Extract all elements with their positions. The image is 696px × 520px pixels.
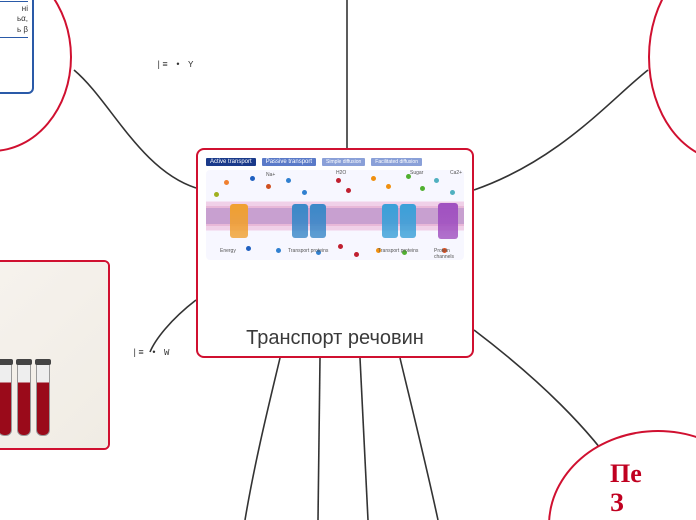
textcard-line3: ь β [0, 25, 28, 35]
transport-header: Simple diffusion [322, 158, 365, 166]
test-tube [17, 364, 31, 436]
node-top-left-textcard[interactable]: β α о α ні ьα, ь β [0, 0, 34, 94]
edge [318, 358, 320, 520]
edge [245, 358, 280, 520]
textcard-line1: ні [0, 4, 28, 14]
membrane-protein [438, 203, 458, 239]
particle [276, 248, 281, 253]
membrane-label: Sugar [410, 170, 423, 176]
node-blood-tubes[interactable]: ові [0, 260, 110, 450]
transport-headers: Active transport Passive transport Simple … [206, 158, 464, 166]
connector-icons[interactable]: |≡ • Y [156, 60, 194, 70]
particle [214, 192, 219, 197]
particle [302, 190, 307, 195]
red-text-line2: З [610, 489, 696, 518]
particle [338, 244, 343, 249]
membrane-protein [400, 204, 416, 238]
membrane-protein [230, 204, 248, 238]
central-node[interactable]: Active transport Passive transport Simple … [196, 148, 474, 358]
edge [360, 358, 368, 520]
transport-header: Facilitated diffusion [371, 158, 422, 166]
particle [246, 246, 251, 251]
edge [150, 300, 196, 352]
particle [286, 178, 291, 183]
mindmap-canvas[interactable]: β α о α ні ьα, ь β ові Пе З [0, 0, 696, 520]
particle [450, 190, 455, 195]
red-text-content: Пе З [600, 450, 696, 517]
membrane-protein [292, 204, 308, 238]
central-title: Транспорт речовин [246, 327, 424, 350]
edge [474, 70, 648, 190]
particle [266, 184, 271, 189]
particle [420, 186, 425, 191]
connector-icons[interactable]: |≡ • W [132, 348, 170, 358]
textcard-content: β α о α ні ьα, ь β [0, 0, 32, 42]
membrane-protein [310, 204, 326, 238]
particle [224, 180, 229, 185]
transport-header: Passive transport [262, 158, 316, 166]
membrane-diagram: Active transport Passive transport Simple … [206, 158, 464, 319]
transport-header: Active transport [206, 158, 256, 166]
membrane-label: Ca2+ [450, 170, 462, 176]
membrane-label: Protein channels [434, 248, 464, 260]
membrane-label: Energy [220, 248, 236, 254]
particle [434, 178, 439, 183]
membrane-label: Transport proteins [378, 248, 418, 254]
test-tube [0, 364, 12, 436]
edge [74, 70, 196, 188]
particle [250, 176, 255, 181]
node-bottom-right-text[interactable]: Пе З [600, 450, 696, 520]
membrane-label: H2O [336, 170, 346, 176]
particle [386, 184, 391, 189]
textcard-line2: ьα, [0, 14, 28, 24]
test-tube [36, 364, 50, 436]
particle [354, 252, 359, 257]
membrane-protein [382, 204, 398, 238]
particle [336, 178, 341, 183]
particle [371, 176, 376, 181]
membrane-label: Transport proteins [288, 248, 328, 254]
membrane-label: Na+ [266, 172, 275, 178]
edge [400, 358, 438, 520]
red-text-line1: Пе [610, 460, 696, 489]
tubes-illustration [0, 262, 108, 448]
membrane-illustration: Energy Transport proteins Transport protei… [206, 170, 464, 260]
particle [346, 188, 351, 193]
